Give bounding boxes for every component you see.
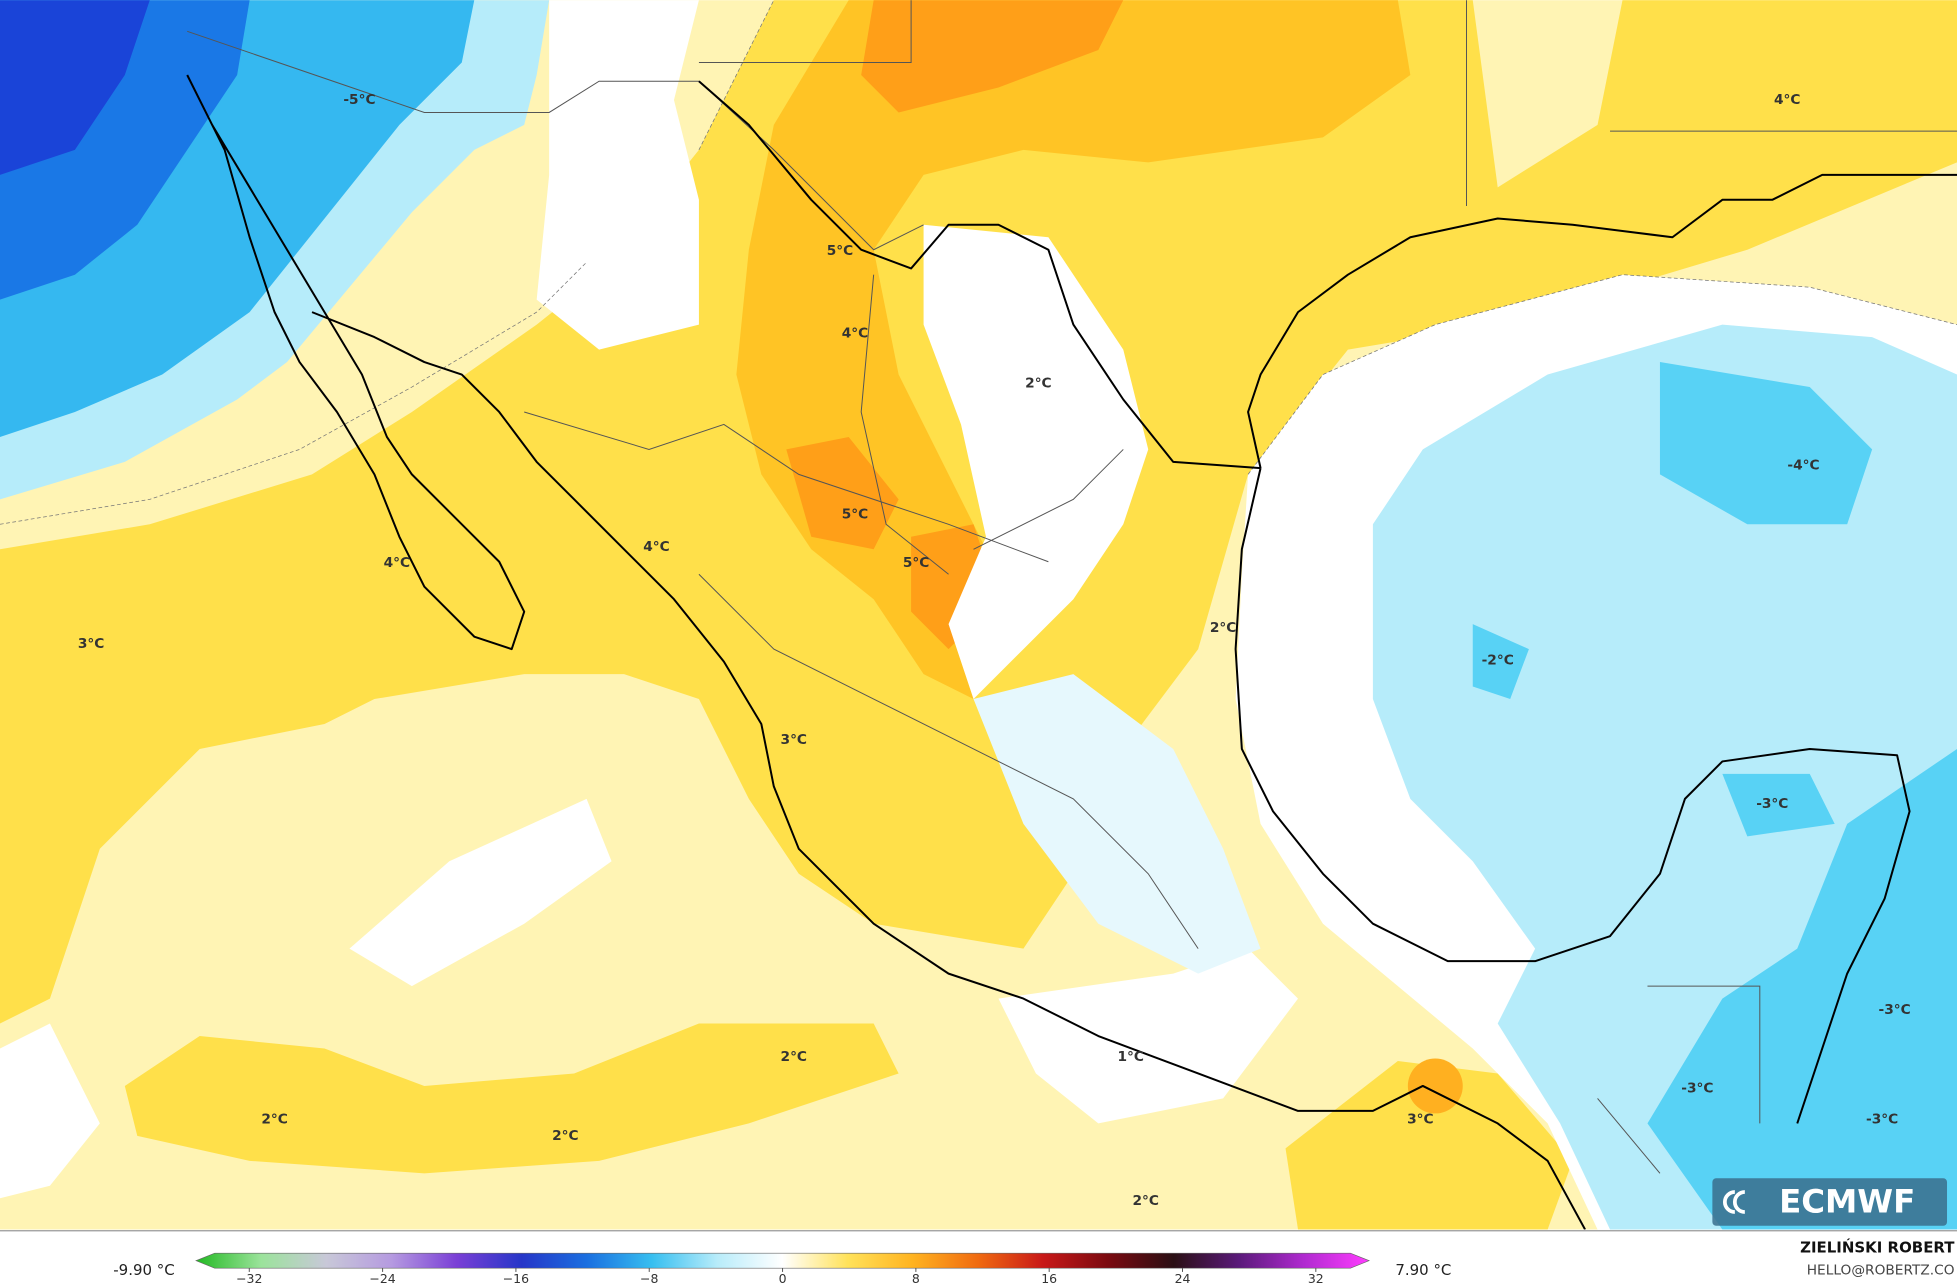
field-white (923, 224, 1149, 700)
contour-label: 4°C (1774, 92, 1800, 108)
colorbar (195, 1252, 1370, 1269)
field-orange-dark (786, 0, 1124, 650)
tick-label: 8 (912, 1271, 920, 1286)
contour-label: 3°C (1407, 1112, 1433, 1128)
tick-label: 16 (1041, 1271, 1057, 1286)
credit-name: ZIELIŃSKI ROBERT (1800, 1238, 1955, 1257)
field-orange (736, 0, 1411, 700)
credit-contact: HELLO@ROBERTZ.CO (1807, 1263, 1955, 1279)
field-yellow (0, 0, 1957, 1024)
coastline (186, 74, 526, 651)
contour-label: 2°C (1210, 620, 1236, 636)
tick-label: −24 (369, 1271, 395, 1286)
field-white (998, 948, 1299, 1124)
contour-labels: -5°C 4°C 5°C 4°C 2°C -4°C 5°C 4°C 5°C 4°C 3°C 2°C -2… (78, 92, 1911, 1209)
map: -5°C 4°C 5°C 4°C 2°C -4°C 5°C 4°C 5°C 4°C 3°C 2°C -2… (0, 0, 1957, 1230)
contour-label: -5°C (343, 92, 375, 108)
contour-label: 4°C (384, 555, 410, 571)
admin-border (187, 0, 1957, 1174)
contour-label: 4°C (643, 539, 669, 555)
logo-text: ECMWF (1779, 1182, 1915, 1220)
field-blue-dark (0, 0, 150, 175)
contour-label: -3°C (1866, 1112, 1898, 1128)
contour-label: 5°C (827, 243, 853, 259)
tick-label: −8 (640, 1271, 658, 1286)
contour-label: 5°C (903, 555, 929, 571)
field-cyan (1472, 362, 1957, 1230)
contour-label: -4°C (1787, 458, 1819, 474)
field-white (536, 0, 699, 350)
tick-label: −16 (503, 1271, 529, 1286)
colorbar-ticks: −32 −24 −16 −8 0 8 16 24 32 (236, 1268, 1324, 1286)
contour-label: 2°C (261, 1112, 287, 1128)
contour-label: -3°C (1756, 796, 1788, 812)
logo-icon (1722, 1190, 1746, 1214)
contour-label: -3°C (1681, 1080, 1713, 1096)
contour-label: 4°C (842, 325, 868, 341)
contour-label: 2°C (1025, 375, 1051, 391)
contour-label: 3°C (78, 636, 104, 652)
field-yellow (1285, 1060, 1573, 1230)
tick-label: 24 (1175, 1271, 1191, 1286)
coastline (1247, 173, 1957, 469)
contour-label: 2°C (781, 1049, 807, 1065)
contour-label: 2°C (1133, 1193, 1159, 1209)
tick-label: 0 (779, 1271, 787, 1286)
contour-label: 1°C (1118, 1049, 1144, 1065)
contour-label: 2°C (552, 1128, 578, 1144)
field-yellow (124, 1023, 899, 1174)
contour-label: 3°C (781, 732, 807, 748)
tick-label: 32 (1308, 1271, 1324, 1286)
coastline (311, 311, 1586, 1230)
min-label: -9.90 °C (113, 1261, 174, 1279)
coastline (1234, 467, 1911, 1124)
field-cyan-pale (973, 674, 1261, 974)
contour-label: -2°C (1482, 652, 1514, 668)
field-orange (1407, 1058, 1463, 1114)
field-white (349, 798, 612, 987)
contour-line (0, 0, 1957, 525)
contour-label: 5°C (842, 506, 868, 522)
contour-label: -3°C (1879, 1002, 1911, 1018)
tick-label: −32 (236, 1271, 262, 1286)
logo-box (1712, 1178, 1948, 1226)
max-label: 7.90 °C (1395, 1261, 1451, 1279)
coastline (698, 80, 1261, 470)
